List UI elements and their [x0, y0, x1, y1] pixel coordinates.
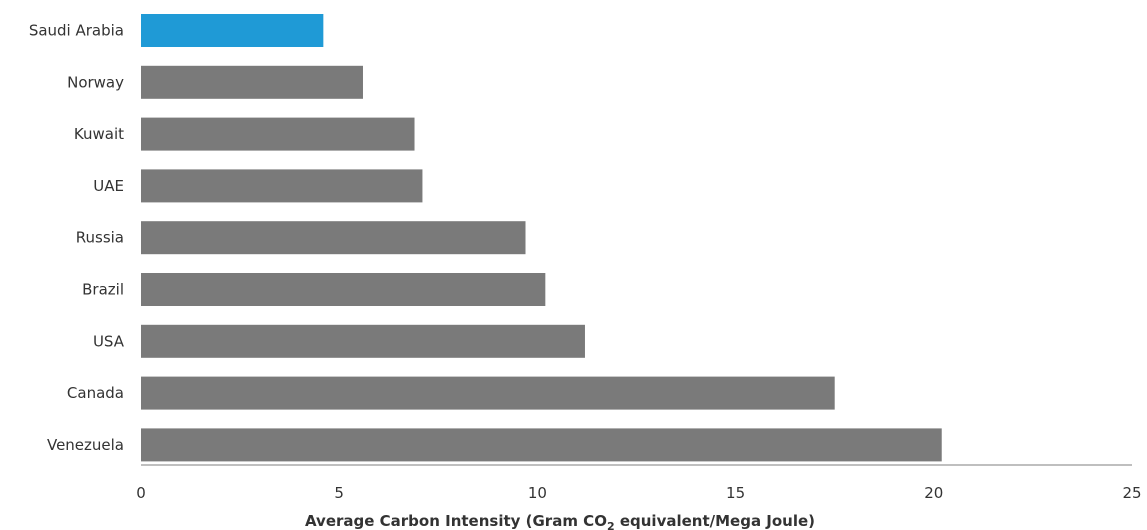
- category-labels: Saudi Arabia Norway Kuwait UAE Russia Brazil U…: [29, 22, 125, 454]
- category-label-venezuela: Venezuela: [47, 436, 124, 454]
- category-label-brazil: Brazil: [82, 281, 124, 299]
- bar-brazil: [141, 273, 546, 306]
- bar-venezuela: [141, 428, 942, 462]
- category-label-saudi-arabia: Saudi Arabia: [29, 22, 124, 40]
- bar-canada: [141, 376, 835, 410]
- x-tick-label-10: 10: [528, 484, 547, 502]
- bar-saudi-arabia: [141, 14, 324, 47]
- x-tick-label-25: 25: [1122, 484, 1141, 502]
- x-axis-title: Average Carbon Intensity (Gram CO2 equiv…: [305, 512, 815, 530]
- category-label-canada: Canada: [67, 384, 124, 402]
- bar-russia: [141, 221, 526, 255]
- x-tick-labels: 0 5 10 15 20 25: [136, 484, 1141, 502]
- bar-usa: [141, 324, 585, 358]
- bar-uae: [141, 169, 423, 203]
- x-tick-label-15: 15: [726, 484, 745, 502]
- x-tick-label-5: 5: [334, 484, 344, 502]
- category-label-kuwait: Kuwait: [74, 125, 124, 143]
- category-label-uae: UAE: [93, 177, 124, 195]
- bar-kuwait: [141, 117, 415, 151]
- category-label-russia: Russia: [76, 229, 124, 247]
- x-axis-title-rest: equivalent/Mega Joule): [615, 512, 815, 530]
- x-tick-label-20: 20: [924, 484, 943, 502]
- x-axis-title-main: Average Carbon Intensity (Gram CO: [305, 512, 607, 530]
- x-tick-label-0: 0: [136, 484, 146, 502]
- bar-norway: [141, 65, 363, 99]
- category-label-norway: Norway: [67, 73, 124, 91]
- category-label-usa: USA: [93, 332, 125, 350]
- x-axis-title-subscript: 2: [607, 520, 615, 530]
- bars-group: [141, 14, 942, 462]
